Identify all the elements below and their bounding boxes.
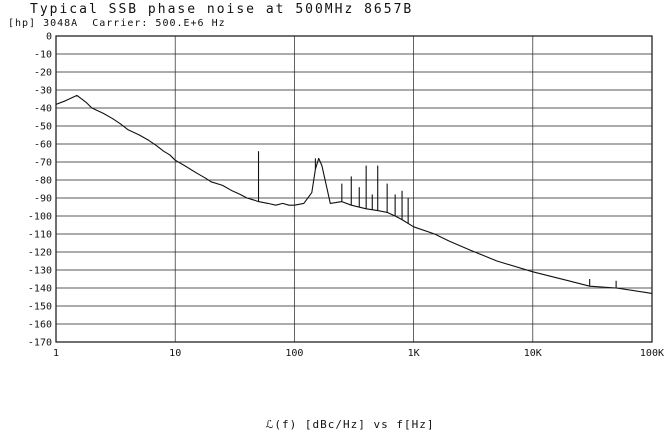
y-tick-label: -170 xyxy=(28,338,52,349)
x-tick-label: 100K xyxy=(640,348,664,359)
chart-title: Typical SSB phase noise at 500MHz 8657B xyxy=(30,2,414,17)
plot-frame xyxy=(55,35,653,343)
y-tick-label: -50 xyxy=(34,122,52,133)
y-tick-label: -140 xyxy=(28,284,52,295)
y-tick-label: -70 xyxy=(34,158,52,169)
x-tick-label: 1K xyxy=(408,348,420,359)
y-tick-label: -100 xyxy=(28,212,52,223)
y-tick-label: -30 xyxy=(34,86,52,97)
series-group xyxy=(55,94,653,294)
y-tick-label: -130 xyxy=(28,266,52,277)
x-tick-label: 10K xyxy=(524,348,542,359)
y-tick-label: -150 xyxy=(28,302,52,313)
y-tick-label: -120 xyxy=(28,248,52,259)
y-tick-label: -10 xyxy=(34,50,52,61)
y-tick-label: -90 xyxy=(34,194,52,205)
y-tick-label: -60 xyxy=(34,140,52,151)
x-tick-label: 1 xyxy=(53,348,59,359)
x-tick-label: 10 xyxy=(169,348,181,359)
y-tick-label: -80 xyxy=(34,176,52,187)
x-tick-label: 100 xyxy=(285,348,303,359)
spurs-group xyxy=(257,151,617,288)
y-tick-label: -160 xyxy=(28,320,52,331)
y-tick-label: -110 xyxy=(28,230,52,241)
x-tick-labels: 1 10 100 1K 10K 100K xyxy=(53,348,664,359)
series-line xyxy=(55,94,653,294)
x-axis-label: ℒ(f) [dBc/Hz] vs f[Hz] xyxy=(266,418,435,431)
y-tick-label: -20 xyxy=(34,68,52,79)
y-tick-label: 0 xyxy=(46,32,52,43)
y-tick-labels: 0 -10 -20 -30 -40 -50 -60 -70 -80 -90 -100 -110 -120… xyxy=(28,32,52,349)
chart-subtitle: [hp] 3048A Carrier: 500.E+6 Hz xyxy=(8,18,226,29)
grid xyxy=(56,36,652,342)
y-tick-label: -40 xyxy=(34,104,52,115)
